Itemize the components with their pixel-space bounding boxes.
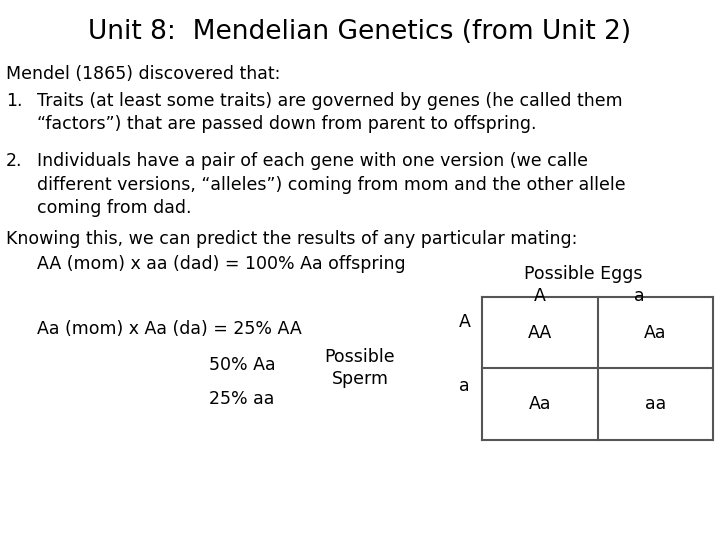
Text: a: a [634, 287, 644, 305]
Text: Possible Eggs: Possible Eggs [524, 265, 642, 282]
Text: Aa: Aa [644, 323, 667, 342]
Text: 50% Aa: 50% Aa [209, 356, 276, 374]
Text: 1.: 1. [6, 92, 22, 110]
Text: Individuals have a pair of each gene with one version (we calle
different versio: Individuals have a pair of each gene wit… [37, 152, 626, 218]
Text: Mendel (1865) discovered that:: Mendel (1865) discovered that: [6, 65, 280, 83]
Text: Possible
Sperm: Possible Sperm [325, 348, 395, 388]
Text: Knowing this, we can predict the results of any particular mating:: Knowing this, we can predict the results… [6, 230, 577, 247]
Text: A: A [534, 287, 546, 305]
Text: Traits (at least some traits) are governed by genes (he called them
“factors”) t: Traits (at least some traits) are govern… [37, 92, 623, 133]
Text: aa: aa [644, 395, 666, 413]
Text: a: a [459, 377, 469, 395]
Text: Unit 8:  Mendelian Genetics (from Unit 2): Unit 8: Mendelian Genetics (from Unit 2) [89, 19, 631, 45]
Text: 2.: 2. [6, 152, 22, 170]
Text: AA: AA [528, 323, 552, 342]
Text: Aa: Aa [528, 395, 552, 413]
Text: A: A [459, 313, 470, 332]
Text: Aa (mom) x Aa (da) = 25% AA: Aa (mom) x Aa (da) = 25% AA [37, 320, 302, 338]
Text: AA (mom) x aa (dad) = 100% Aa offspring: AA (mom) x aa (dad) = 100% Aa offspring [37, 255, 406, 273]
Text: 25% aa: 25% aa [209, 390, 274, 408]
